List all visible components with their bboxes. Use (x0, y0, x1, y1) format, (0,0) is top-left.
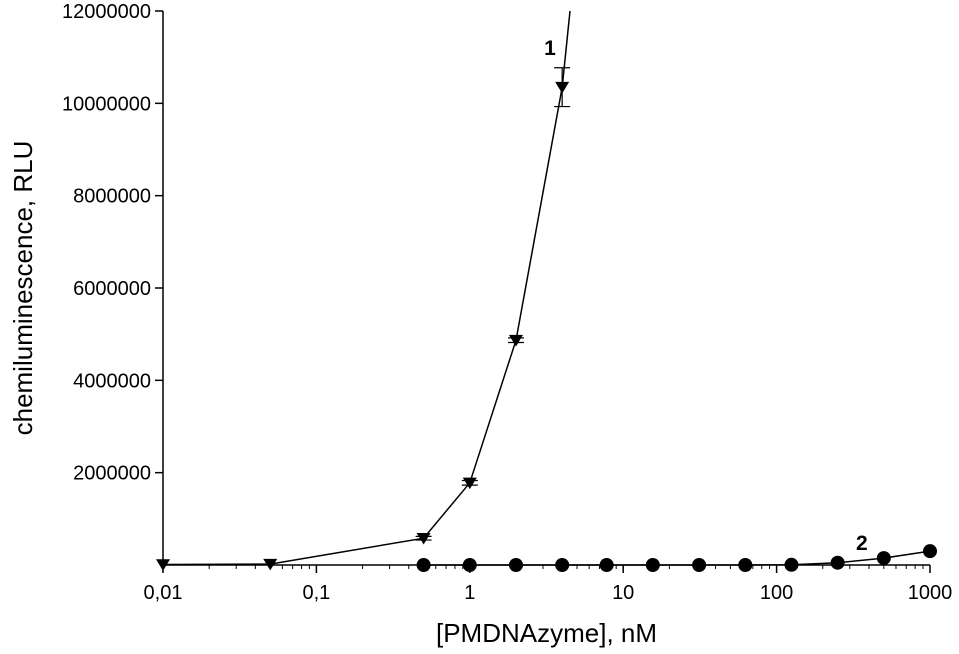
x-tick-label: 0,1 (302, 582, 330, 604)
data-point (876, 551, 891, 566)
data-point (784, 557, 799, 572)
data-point (738, 558, 753, 572)
series-label: 2 (856, 532, 868, 555)
x-tick-label: 1000 (908, 582, 953, 604)
x-tick-label: 1 (464, 582, 475, 604)
y-tick-label: 12000000 (62, 1, 151, 23)
x-tick-label: 0,01 (144, 582, 183, 604)
series-2: 2 (416, 532, 937, 572)
x-tick-label: 10 (612, 582, 634, 604)
series-layer: 12 (156, 10, 937, 572)
data-point (462, 558, 477, 572)
data-point (462, 477, 477, 490)
data-point (692, 558, 707, 572)
series-1-line (162, 10, 571, 566)
data-point (508, 558, 523, 572)
data-point (645, 558, 660, 572)
data-point (555, 81, 570, 94)
data-point (416, 558, 431, 572)
data-point (416, 532, 431, 545)
y-tick-label: 10000000 (62, 93, 151, 115)
data-point (923, 544, 937, 559)
data-point (263, 558, 278, 571)
x-axis-title: [PMDNAzyme], nM (436, 618, 657, 648)
data-point (830, 555, 845, 570)
series-1: 1 (156, 10, 571, 571)
y-tick-label: 4000000 (73, 370, 151, 392)
data-point (555, 558, 570, 572)
y-tick-label: 8000000 (73, 186, 151, 208)
data-point (156, 559, 170, 571)
y-tick-label: 6000000 (73, 278, 151, 300)
series-2-line (423, 550, 931, 566)
data-point (508, 334, 523, 347)
y-tick-label: 2000000 (73, 463, 151, 485)
series-label: 1 (544, 37, 556, 60)
x-tick-label: 100 (760, 582, 793, 604)
y-axis-title: chemiluminescence, RLU (8, 141, 38, 436)
axes: 0,01 0,1 1 10 100 1000 2000000 4000000 6000000 80… (62, 1, 952, 604)
data-point (599, 558, 614, 572)
